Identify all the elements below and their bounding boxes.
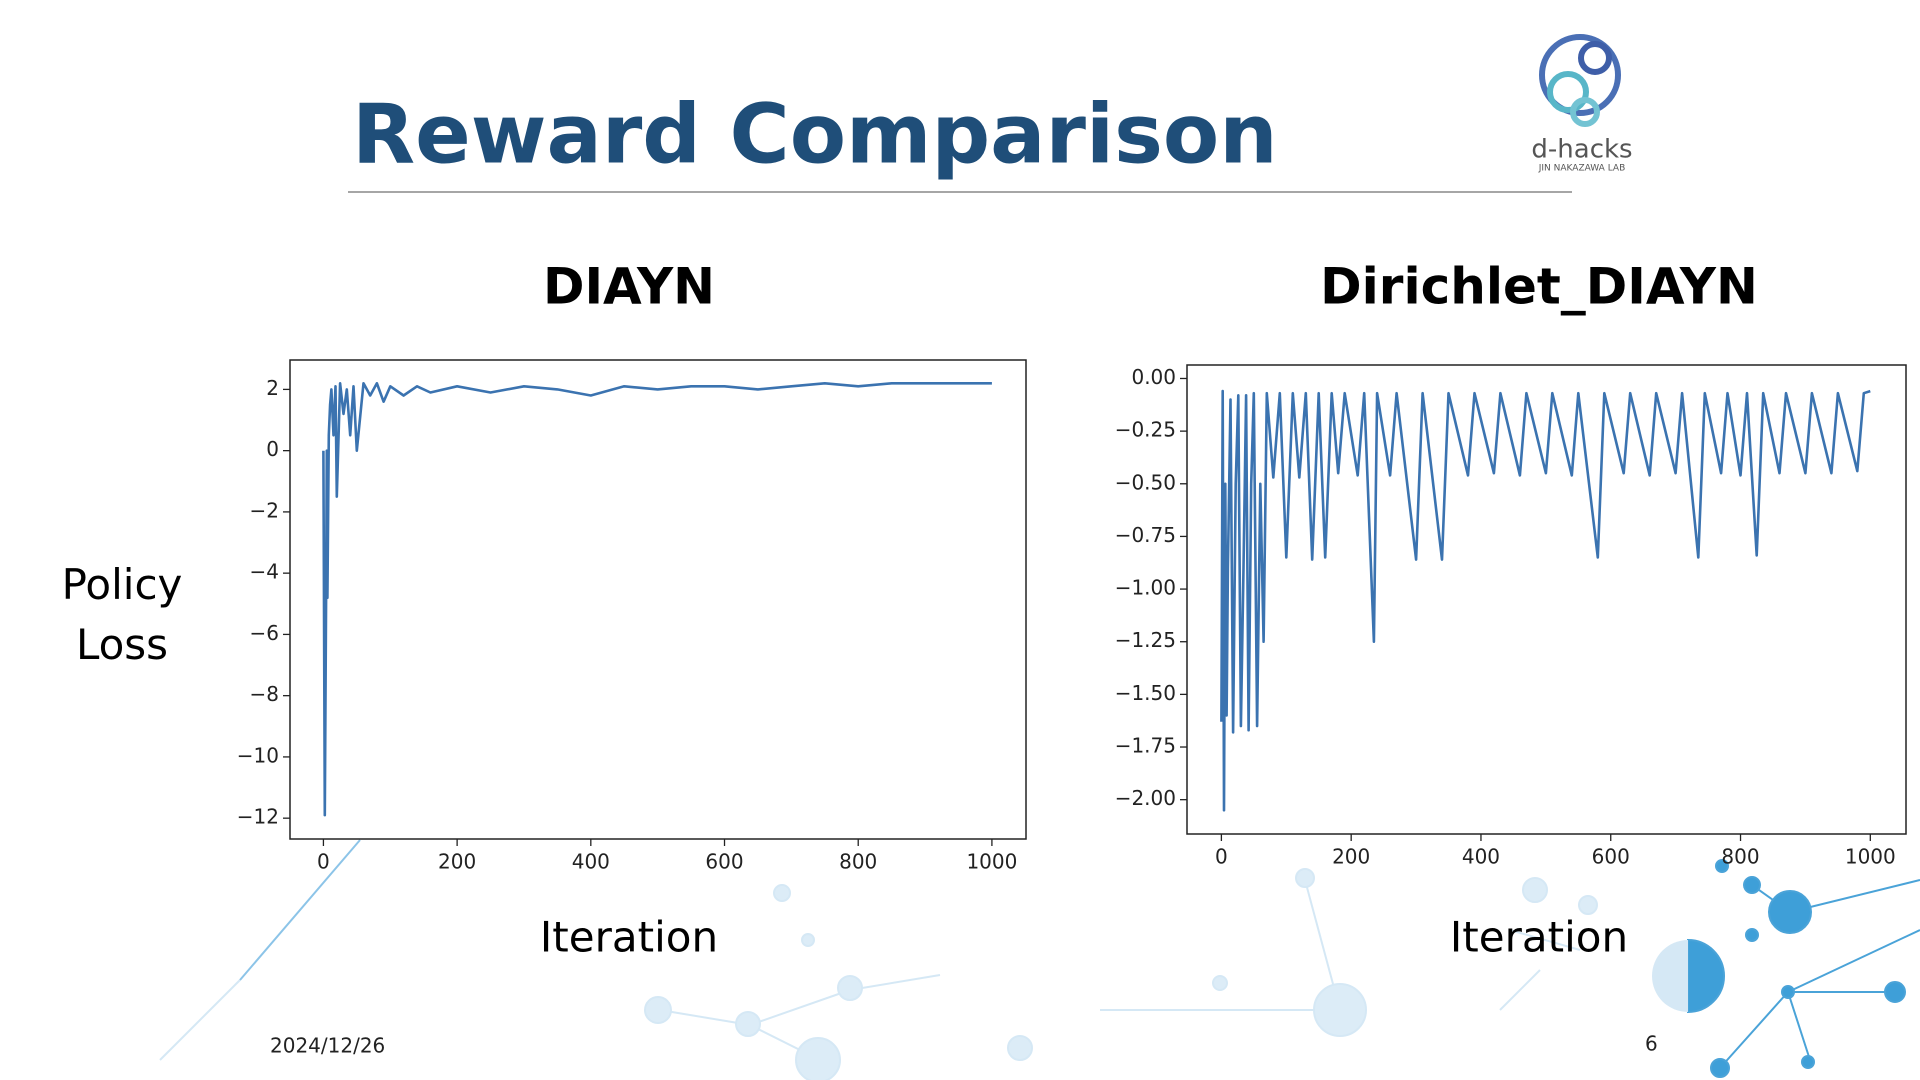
plot-frame (289, 359, 1027, 840)
y-tick-label: 2 (266, 376, 279, 400)
x-tick-label: 800 (839, 850, 877, 874)
footer-date: 2024/12/26 (270, 1034, 385, 1058)
plot-frame (1186, 364, 1907, 835)
x-axis-label: Iteration (540, 913, 718, 962)
y-tick-label: −1.50 (1115, 681, 1176, 705)
y-tick-label: −6 (250, 621, 279, 645)
x-tick-label: 0 (1215, 845, 1228, 869)
data-line (322, 382, 992, 817)
y-tick-label: −4 (250, 560, 279, 584)
logo: d-hacks JIN NAKAZAWA LAB (1531, 34, 1633, 174)
x-tick-label: 600 (705, 850, 743, 874)
accent-network (1652, 859, 1920, 1078)
x-tick-label: 1000 (1845, 845, 1896, 869)
y-tick-label: −8 (250, 682, 279, 706)
chart-title: Dirichlet_DIAYN (1320, 258, 1758, 316)
plot-area (290, 360, 1026, 839)
y-tick-label: −2 (250, 498, 279, 522)
x-tick-label: 400 (572, 850, 610, 874)
x-tick-label: 0 (317, 850, 330, 874)
background-network (159, 839, 1598, 1080)
page-number: 6 (1645, 1032, 1658, 1056)
logo-name: d-hacks (1531, 135, 1632, 165)
y-tick-label: −10 (237, 743, 279, 767)
y-tick-label: −1.25 (1115, 628, 1176, 652)
y-tick-label: −2.00 (1115, 786, 1176, 810)
y-tick-label: 0 (266, 437, 279, 461)
y-tick-label: −0.50 (1115, 470, 1176, 494)
y-tick-label: 0.00 (1131, 365, 1176, 389)
y-tick-label: −0.75 (1115, 523, 1176, 547)
x-tick-label: 600 (1592, 845, 1630, 869)
x-tick-label: 400 (1462, 845, 1500, 869)
x-tick-label: 200 (438, 850, 476, 874)
data-line (1220, 389, 1871, 812)
y-tick-label: −0.25 (1115, 418, 1176, 442)
x-tick-label: 800 (1721, 845, 1759, 869)
y-axis-label: Policy Loss (61, 560, 183, 669)
y-tick-label: −1.75 (1115, 734, 1176, 758)
y-tick-label: −1.00 (1115, 576, 1176, 600)
x-tick-label: 200 (1332, 845, 1370, 869)
slide-title: Reward Comparison (352, 87, 1278, 182)
y-tick-label: −12 (237, 805, 279, 829)
logo-lab: JIN NAKAZAWA LAB (1538, 164, 1626, 174)
chart-title: DIAYN (543, 258, 715, 316)
x-tick-label: 1000 (966, 850, 1017, 874)
x-axis-label: Iteration (1450, 913, 1628, 962)
